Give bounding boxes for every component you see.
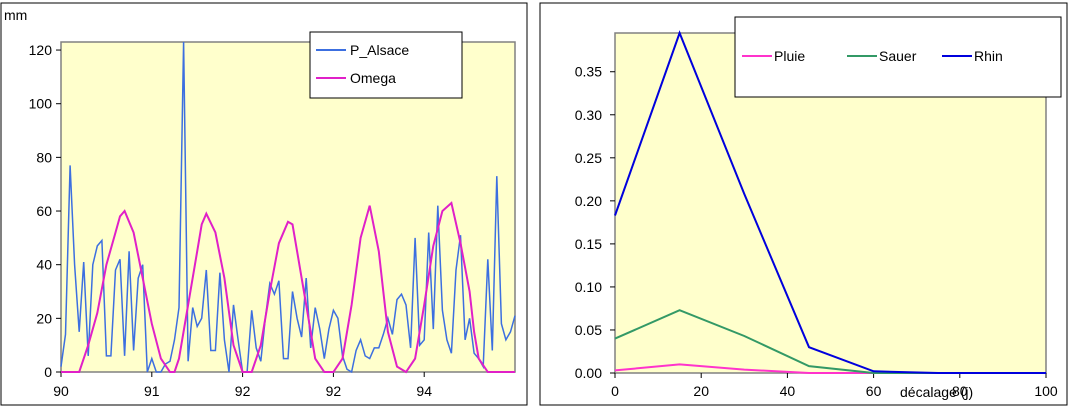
- right-legend-label: Rhin: [974, 48, 1003, 64]
- left-y-tick-label: 120: [29, 42, 53, 58]
- right-y-tick-label: 0.25: [575, 150, 602, 166]
- left-legend-box: [309, 31, 463, 99]
- left-y-tick-label: 60: [36, 203, 52, 219]
- left-legend-label: P_Alsace: [350, 42, 409, 58]
- left-x-tick-label: 91: [144, 383, 160, 399]
- left-y-tick-label: 20: [36, 310, 52, 326]
- right-legend-box: [734, 16, 1062, 98]
- left-x-tick-label: 94: [416, 383, 432, 399]
- left-y-tick-label: 40: [36, 257, 52, 273]
- right-y-tick-label: 0.05: [575, 322, 602, 338]
- left-series-line-omega: [61, 201, 515, 374]
- right-y-tick-label: 0.30: [575, 107, 602, 123]
- left-x-tick-label: 92: [235, 383, 251, 399]
- right-y-tick-label: 0.10: [575, 279, 602, 295]
- left-series-line-p-alsace: [60, 41, 516, 374]
- right-series-line-rhin: [614, 30, 1046, 374]
- right-x-tick-label: 0: [611, 383, 619, 399]
- right-x-tick-label: 20: [693, 383, 709, 399]
- left-y-tick-label: 80: [36, 149, 52, 165]
- right-y-tick-label: 0.20: [575, 193, 602, 209]
- left-x-tick-label: 90: [53, 383, 69, 399]
- right-x-axis-title: décalage (j): [900, 384, 973, 400]
- right-x-tick-label: 60: [866, 383, 882, 399]
- right-y-tick-label: 0.15: [575, 236, 602, 252]
- left-y-unit-label: mm: [4, 7, 27, 23]
- left-y-tick-label: 100: [29, 96, 53, 112]
- left-y-tick-label: 0: [44, 364, 52, 380]
- right-y-tick-label: 0.35: [575, 64, 602, 80]
- left-legend-label: Omega: [350, 70, 396, 86]
- right-x-tick-label: 100: [1034, 383, 1058, 399]
- right-legend-label: Pluie: [774, 48, 805, 64]
- right-legend-label: Sauer: [879, 48, 917, 64]
- right-y-tick-label: 0.00: [575, 365, 602, 381]
- right-x-tick-label: 80: [952, 383, 968, 399]
- right-x-tick-label: 40: [780, 383, 796, 399]
- right-series-line-pluie: [614, 363, 874, 374]
- left-x-tick-label: 92: [326, 383, 342, 399]
